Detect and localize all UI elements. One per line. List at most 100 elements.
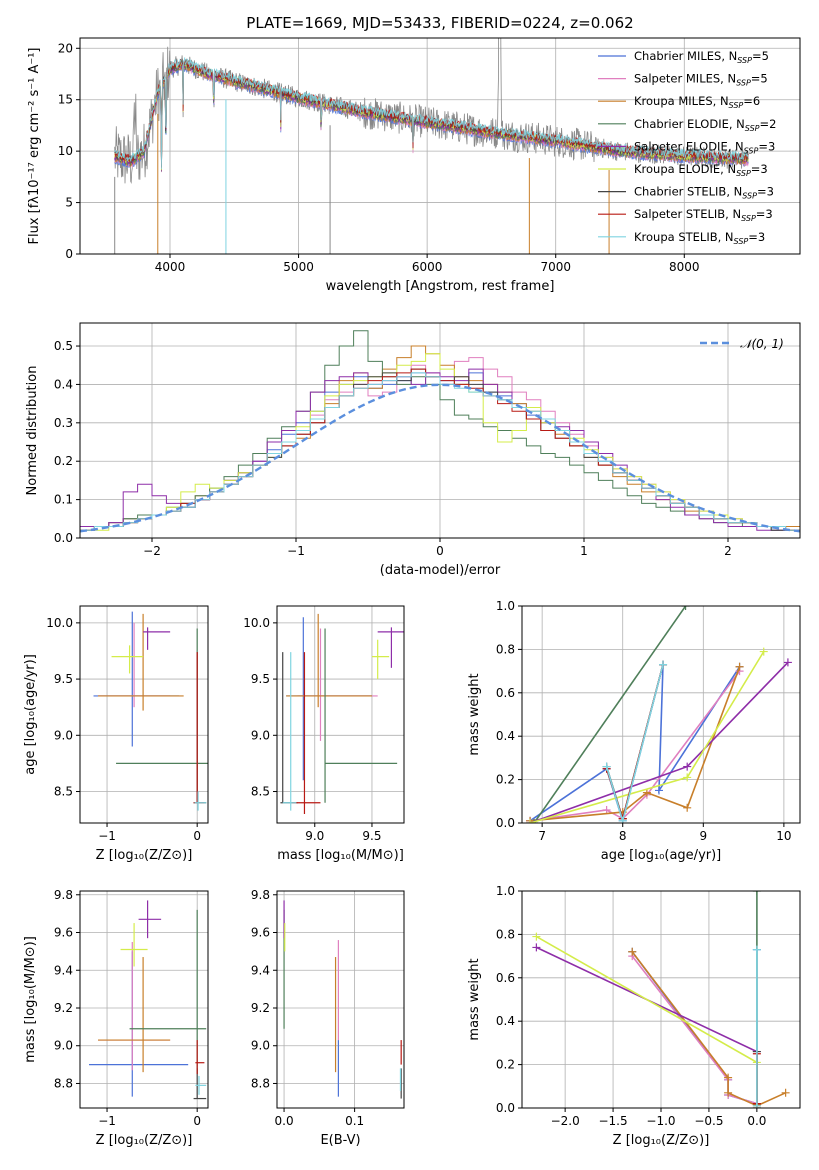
y-axis-label: mass weight [467,673,482,755]
x-tick-label: 7000 [540,260,571,274]
legend-label: 𝒩(0, 1) [740,337,784,351]
x-tick-label: 6000 [412,260,443,274]
x-axis-label: mass [log₁₀(M/M⊙)] [277,848,404,863]
y-tick-label: 10.0 [46,616,73,630]
y-tick-label: 9.0 [54,728,73,742]
y-tick-label: 9.8 [251,888,270,902]
legend-label: Salpeter ELODIE, NSSP=3 [634,139,775,155]
weight-marker [618,816,627,823]
residuals-panel: 𝒩(0, 1) −2 −1 0 1 2 0.0 0.1 0.2 0.3 0.4 0.5 (data-mo… [25,322,801,578]
y-axis-label: age [log₁₀(age/yr)] [23,654,38,775]
weight-marker [783,658,792,667]
age-vs-mass-panel: 9.0 9.5 8.5 9.0 9.5 10.0 mass [log₁₀(M/M⊙)] [243,605,405,863]
legend-label: Chabrier ELODIE, NSSP=2 [634,117,776,133]
weight-marker [628,947,637,956]
y-tick-label: 0.4 [496,729,515,743]
y-tick-label: 5 [65,196,73,210]
x-tick-label: 5000 [283,260,314,274]
y-tick-label: 9.5 [54,672,73,686]
plot-area [93,611,208,811]
y-tick-label: 0.0 [496,816,515,830]
model-spectrum-line [114,57,749,170]
x-axis-label: Z [log₁₀(Z/Z⊙)] [96,1133,193,1148]
x-tick-label: −1 [98,1114,116,1128]
weight-marker [602,762,611,771]
weight-marker [659,660,668,669]
x-tick-label: −1 [98,829,116,843]
legend-label: Kroupa ELODIE, NSSP=3 [634,162,768,178]
axes-frame [276,890,405,1109]
x-axis-label: wavelength [Angstrom, rest frame] [326,279,555,294]
weight-marker [683,803,692,812]
y-tick-label: 0.4 [496,1014,515,1028]
axes-frame [79,605,209,824]
y-tick-label: 9.6 [54,926,73,940]
x-tick-label: 0 [193,829,201,843]
y-tick-label: 0.8 [496,927,515,941]
y-tick-label: 9.6 [251,926,270,940]
y-tick-label: 0.2 [496,773,515,787]
x-tick-label: 7 [538,829,546,843]
y-tick-label: 10.0 [243,616,270,630]
weight-line [533,606,687,823]
y-tick-label: 9.2 [251,1001,270,1015]
weight-marker [735,662,744,671]
y-tick-label: 8.5 [251,785,270,799]
x-axis-label: Z [log₁₀(Z/Z⊙)] [96,848,193,863]
y-tick-label: 0.2 [496,1058,515,1072]
x-axis-label: (data-model)/error [380,563,501,578]
weight-marker [724,1088,733,1097]
y-tick-label: 8.8 [251,1076,270,1090]
y-tick-label: 0.4 [54,377,73,391]
x-tick-label: −2 [143,544,161,558]
weight-marker [526,819,535,823]
weight-vs-age-panel: 7 8 9 10 0.0 0.2 0.4 0.6 0.8 1.0 age [log₁₀(age/yr… [467,599,801,863]
gaussian-reference-curve [80,383,800,533]
y-axis-label: Flux [fλ10⁻¹⁷ erg cm⁻² s⁻¹ A⁻¹] [27,48,42,245]
weight-marker [642,788,651,797]
y-tick-label: 0.0 [496,1101,515,1115]
x-tick-label: 0.0 [747,1114,766,1128]
mass-vs-extinction-panel: 0.0 0.1 8.8 9.0 9.2 9.4 9.6 9.8 E(B-V) [251,888,405,1148]
weight-marker [681,606,690,610]
weight-marker [752,1101,761,1108]
x-tick-label: 9 [699,829,707,843]
x-tick-label: −1 [287,544,305,558]
plot-area [280,613,404,815]
x-tick-label: −1.5 [598,1114,627,1128]
x-tick-label: 8000 [669,260,700,274]
y-tick-label: 0.5 [54,339,73,353]
weight-marker [752,891,761,895]
weight-marker [532,932,541,941]
y-tick-label: 0.2 [54,454,73,468]
y-tick-label: 0 [65,247,73,261]
x-tick-label: 0.0 [275,1114,294,1128]
axes-frame [276,605,405,824]
x-tick-label: 9.5 [362,829,381,843]
x-tick-label: 10 [776,829,791,843]
y-tick-label: 10 [58,144,73,158]
x-tick-label: −0.5 [694,1114,723,1128]
x-axis-label: E(B-V) [320,1133,360,1148]
x-tick-label: 0 [436,544,444,558]
y-tick-label: 15 [58,93,73,107]
legend-label: Chabrier MILES, NSSP=5 [634,49,769,65]
x-tick-label: 9.0 [305,829,324,843]
y-tick-label: 9.0 [251,728,270,742]
y-tick-label: 0.3 [54,416,73,430]
legend-label: Salpeter MILES, NSSP=5 [634,72,768,88]
weight-marker [752,945,761,954]
x-tick-label: 0.1 [345,1114,364,1128]
x-tick-label: −2.0 [551,1114,580,1128]
y-tick-label: 8.8 [54,1076,73,1090]
y-tick-label: 0.1 [54,493,73,507]
weight-marker [683,773,692,782]
y-tick-label: 8.5 [54,785,73,799]
weight-marker [759,647,768,656]
x-axis-label: Z [log₁₀(Z/Z⊙)] [613,1133,710,1148]
y-tick-label: 0.6 [496,686,515,700]
plot-area [89,900,207,1100]
x-tick-label: −1.0 [646,1114,675,1128]
weight-marker [683,762,692,771]
